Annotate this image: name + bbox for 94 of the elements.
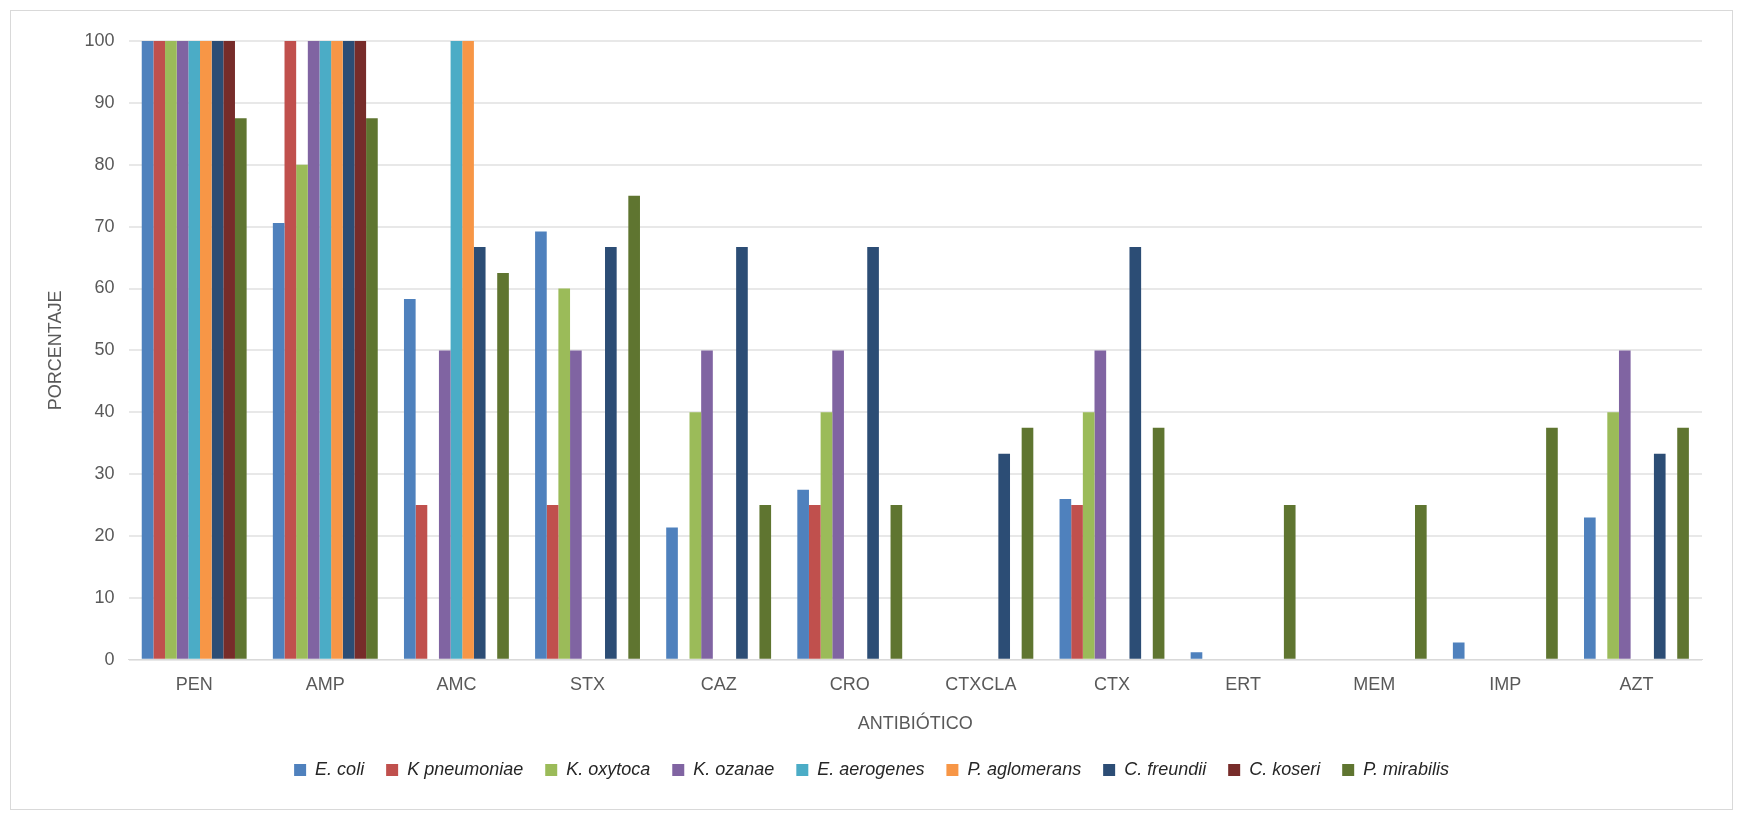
bar xyxy=(736,247,748,659)
bar xyxy=(211,41,224,659)
bar xyxy=(570,350,582,659)
x-tick-label: IMP xyxy=(1489,673,1522,694)
bar xyxy=(1618,350,1631,659)
bar xyxy=(1584,517,1596,659)
y-tick-label: 70 xyxy=(94,215,115,236)
bar xyxy=(558,288,571,659)
bar xyxy=(200,41,212,659)
x-tick-label: MEM xyxy=(1353,673,1396,694)
bar xyxy=(1607,412,1619,659)
y-tick-label: 30 xyxy=(94,463,115,484)
bar xyxy=(307,41,320,659)
bar xyxy=(998,453,1011,659)
bar xyxy=(462,41,474,659)
y-tick-label: 90 xyxy=(94,91,115,112)
bar xyxy=(890,505,903,659)
bar xyxy=(628,195,640,659)
x-tick-label: CTX xyxy=(1093,673,1130,694)
legend-label: K. oxytoca xyxy=(566,759,651,779)
bar xyxy=(415,505,428,659)
bar xyxy=(366,118,378,659)
y-tick-label: 40 xyxy=(94,401,115,422)
bar xyxy=(867,247,879,659)
x-tick-label: AMC xyxy=(436,673,477,694)
bar xyxy=(223,41,235,659)
x-tick-label: CTXCLA xyxy=(945,673,1017,694)
x-tick-label: STX xyxy=(570,673,606,694)
y-tick-label: 20 xyxy=(94,525,115,546)
y-axis-title: PORCENTAJE xyxy=(44,290,65,411)
bar xyxy=(666,527,678,659)
x-axis-title: ANTIBIÓTICO xyxy=(857,712,973,734)
bar xyxy=(535,231,547,659)
y-tick-label: 10 xyxy=(94,586,115,607)
bar xyxy=(234,118,247,659)
bar xyxy=(808,505,821,659)
y-tick-label: 60 xyxy=(94,277,115,298)
bar xyxy=(701,350,713,659)
bar xyxy=(153,41,166,659)
bar xyxy=(1452,642,1465,659)
bar xyxy=(438,350,451,659)
legend-label: E. aerogenes xyxy=(817,759,925,779)
legend-label: P. aglomerans xyxy=(967,759,1082,779)
bar xyxy=(284,41,297,659)
bar xyxy=(141,41,154,659)
bar xyxy=(689,412,702,659)
bar xyxy=(605,247,617,659)
bar xyxy=(1071,505,1083,659)
bar xyxy=(272,222,285,659)
x-tick-label: PEN xyxy=(175,673,213,694)
bar xyxy=(1546,427,1558,659)
bar xyxy=(1094,350,1107,659)
bar xyxy=(331,41,343,659)
bar xyxy=(165,41,177,659)
bar xyxy=(296,164,308,659)
bar xyxy=(1021,427,1034,659)
legend-label: P. mirabilis xyxy=(1363,759,1449,779)
legend-label: K pneumoniae xyxy=(407,759,524,779)
x-tick-label: CRO xyxy=(829,673,870,694)
bar xyxy=(1129,247,1142,659)
bar xyxy=(319,41,332,659)
bar xyxy=(450,41,463,659)
bar xyxy=(797,489,809,659)
bar xyxy=(354,41,367,659)
x-tick-label: AZT xyxy=(1619,673,1654,694)
legend-label: C. freundii xyxy=(1124,759,1208,779)
bar xyxy=(497,273,509,659)
bar xyxy=(403,299,416,659)
bar xyxy=(1059,498,1072,659)
bar xyxy=(546,505,559,659)
bar xyxy=(1415,505,1427,659)
legend-label: E. coli xyxy=(315,759,366,779)
y-tick-label: 80 xyxy=(94,153,115,174)
y-tick-label: 0 xyxy=(104,648,115,669)
bar xyxy=(473,247,486,659)
bar xyxy=(1082,412,1095,659)
bar xyxy=(188,41,201,659)
x-tick-label: AMP xyxy=(305,673,345,694)
legend-label: K. ozanae xyxy=(693,759,775,779)
bar xyxy=(1190,652,1203,659)
bar xyxy=(176,41,189,659)
bar xyxy=(1677,427,1689,659)
x-tick-label: ERT xyxy=(1225,673,1261,694)
x-tick-label: CAZ xyxy=(700,673,737,694)
bar xyxy=(1653,453,1666,659)
bar xyxy=(342,41,355,659)
y-tick-label: 50 xyxy=(94,339,115,360)
bar xyxy=(759,505,772,659)
y-tick-label: 100 xyxy=(84,29,115,50)
bar xyxy=(1283,505,1296,659)
legend-label: C. koseri xyxy=(1249,759,1322,779)
bar xyxy=(1152,427,1165,659)
bar xyxy=(820,412,833,659)
bar xyxy=(832,350,844,659)
